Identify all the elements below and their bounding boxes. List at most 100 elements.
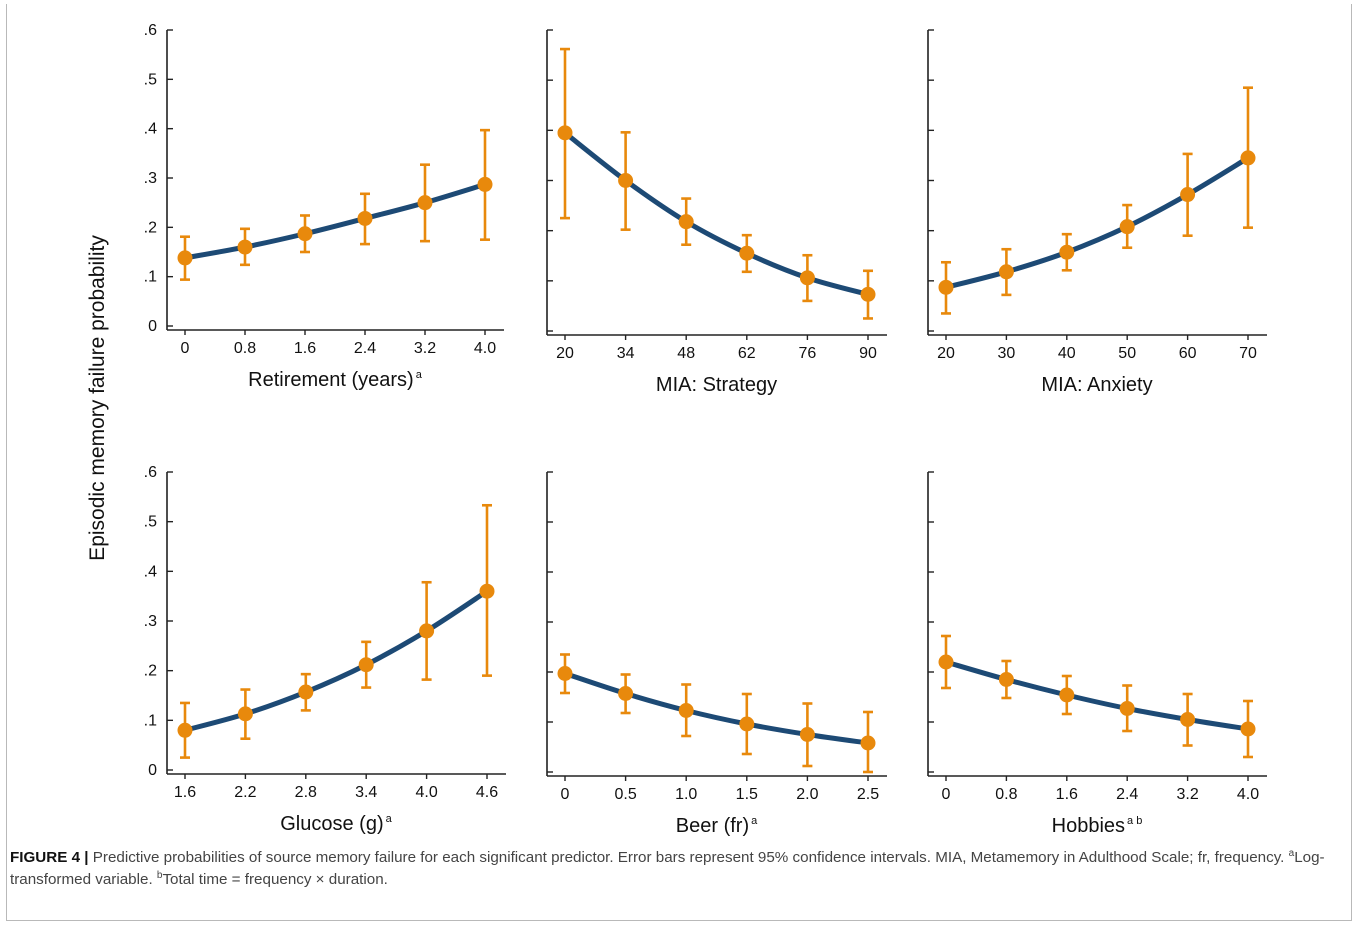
x-tick-label: 4.0	[1237, 786, 1259, 803]
data-point	[618, 173, 633, 188]
data-point	[358, 211, 373, 226]
y-tick-label: .2	[144, 663, 157, 680]
data-point	[999, 672, 1014, 687]
x-tick-label: 2.8	[295, 784, 317, 801]
data-point	[739, 717, 754, 732]
x-tick-label: 3.4	[355, 784, 377, 801]
data-point	[558, 666, 573, 681]
data-point	[478, 177, 493, 192]
x-tick-label: 3.2	[414, 340, 436, 357]
data-point	[1120, 701, 1135, 716]
x-tick-label: 0	[181, 340, 190, 357]
x-tick-label: 2.0	[796, 786, 818, 803]
x-tick-label: 90	[859, 345, 877, 362]
data-point	[418, 195, 433, 210]
x-tick-label: 2.2	[234, 784, 256, 801]
y-axis-label: Episodic memory failure probability	[86, 235, 109, 561]
y-tick-label: .4	[144, 121, 157, 138]
x-tick-label: 1.6	[174, 784, 196, 801]
series-line	[185, 184, 485, 258]
x-axis-title: Glucose (g) a	[280, 813, 392, 835]
x-tick-label: 40	[1058, 345, 1076, 362]
footnote-b-text: Total time = frequency × duration.	[162, 871, 387, 888]
series-line	[946, 158, 1248, 287]
caption-text: Predictive probabilities of source memor…	[93, 849, 1285, 866]
x-tick-label: 34	[617, 345, 635, 362]
x-tick-label: 1.0	[675, 786, 697, 803]
x-axis-title: MIA: Strategy	[656, 374, 777, 396]
data-point	[939, 280, 954, 295]
series-line	[565, 133, 868, 295]
x-tick-label: 0.8	[234, 340, 256, 357]
data-point	[739, 246, 754, 261]
x-tick-label: 30	[998, 345, 1016, 362]
y-tick-label: .3	[144, 613, 157, 630]
x-tick-label: 76	[799, 345, 817, 362]
data-point	[558, 125, 573, 140]
x-tick-label: 2.5	[857, 786, 879, 803]
x-axis-title: MIA: Anxiety	[1041, 374, 1152, 396]
data-point	[1120, 219, 1135, 234]
y-tick-label: .1	[144, 712, 157, 729]
data-point	[679, 703, 694, 718]
panel-4: 0 .1 .2 .3 .4 .5 .6 1.6 2.2 2.8 3.4 4.0 4.6 Glucose (…	[144, 464, 506, 835]
x-tick-label: 1.5	[736, 786, 758, 803]
x-axis-title: Hobbies a b	[1052, 815, 1143, 837]
x-axis-title: Retirement (years) a	[248, 369, 423, 391]
series-line	[565, 674, 868, 744]
x-tick-label: 4.0	[415, 784, 437, 801]
x-tick-label: 50	[1118, 345, 1136, 362]
caption-label: FIGURE 4 |	[10, 849, 89, 866]
data-point	[1241, 722, 1256, 737]
data-point	[1059, 688, 1074, 703]
data-point	[1180, 712, 1195, 727]
x-tick-label: 0	[942, 786, 951, 803]
x-tick-label: 70	[1239, 345, 1257, 362]
y-tick-label: .6	[144, 22, 157, 39]
data-point	[1059, 245, 1074, 260]
x-tick-label: 1.6	[1056, 786, 1078, 803]
panel-5: 0 0.5 1.0 1.5 2.0 2.5 Beer (fr) a	[547, 472, 887, 837]
data-point	[480, 584, 495, 599]
y-tick-label: .6	[144, 464, 157, 481]
y-tick-label: 0	[148, 318, 157, 335]
y-tick-label: .2	[144, 219, 157, 236]
x-tick-label: 0.8	[995, 786, 1017, 803]
x-tick-label: 0.5	[614, 786, 636, 803]
data-point	[419, 623, 434, 638]
x-tick-label: 2.4	[1116, 786, 1138, 803]
data-point	[800, 727, 815, 742]
y-tick-label: .1	[144, 269, 157, 286]
x-tick-label: 60	[1179, 345, 1197, 362]
data-point	[178, 250, 193, 265]
y-tick-label: 0	[148, 762, 157, 779]
data-point	[861, 287, 876, 302]
x-tick-label: 2.4	[354, 340, 376, 357]
series-line	[185, 591, 487, 730]
x-tick-label: 20	[937, 345, 955, 362]
y-tick-label: .5	[144, 71, 157, 88]
x-axis-title: Beer (fr) a	[676, 815, 758, 837]
x-tick-label: 20	[556, 345, 574, 362]
figure-caption: FIGURE 4 | Predictive probabilities of s…	[10, 847, 1330, 891]
x-tick-label: 0	[561, 786, 570, 803]
data-point	[861, 736, 876, 751]
y-tick-label: .4	[144, 563, 157, 580]
data-point	[679, 214, 694, 229]
data-point	[298, 685, 313, 700]
panel-2: 20 34 48 62 76 90 MIA: Strategy	[547, 30, 887, 396]
x-tick-label: 62	[738, 345, 756, 362]
data-point	[1241, 150, 1256, 165]
y-tick-label: .3	[144, 170, 157, 187]
x-tick-label: 4.0	[474, 340, 496, 357]
y-tick-label: .5	[144, 514, 157, 531]
data-point	[238, 706, 253, 721]
x-tick-label: 1.6	[294, 340, 316, 357]
data-point	[999, 264, 1014, 279]
data-point	[238, 240, 253, 255]
figure-chart-area: Episodic memory failure probability 0 .1.…	[0, 0, 1355, 840]
data-point	[298, 226, 313, 241]
data-point	[800, 270, 815, 285]
panel-6: 0 0.8 1.6 2.4 3.2 4.0 Hobbies a b	[928, 472, 1267, 837]
x-tick-label: 48	[677, 345, 695, 362]
